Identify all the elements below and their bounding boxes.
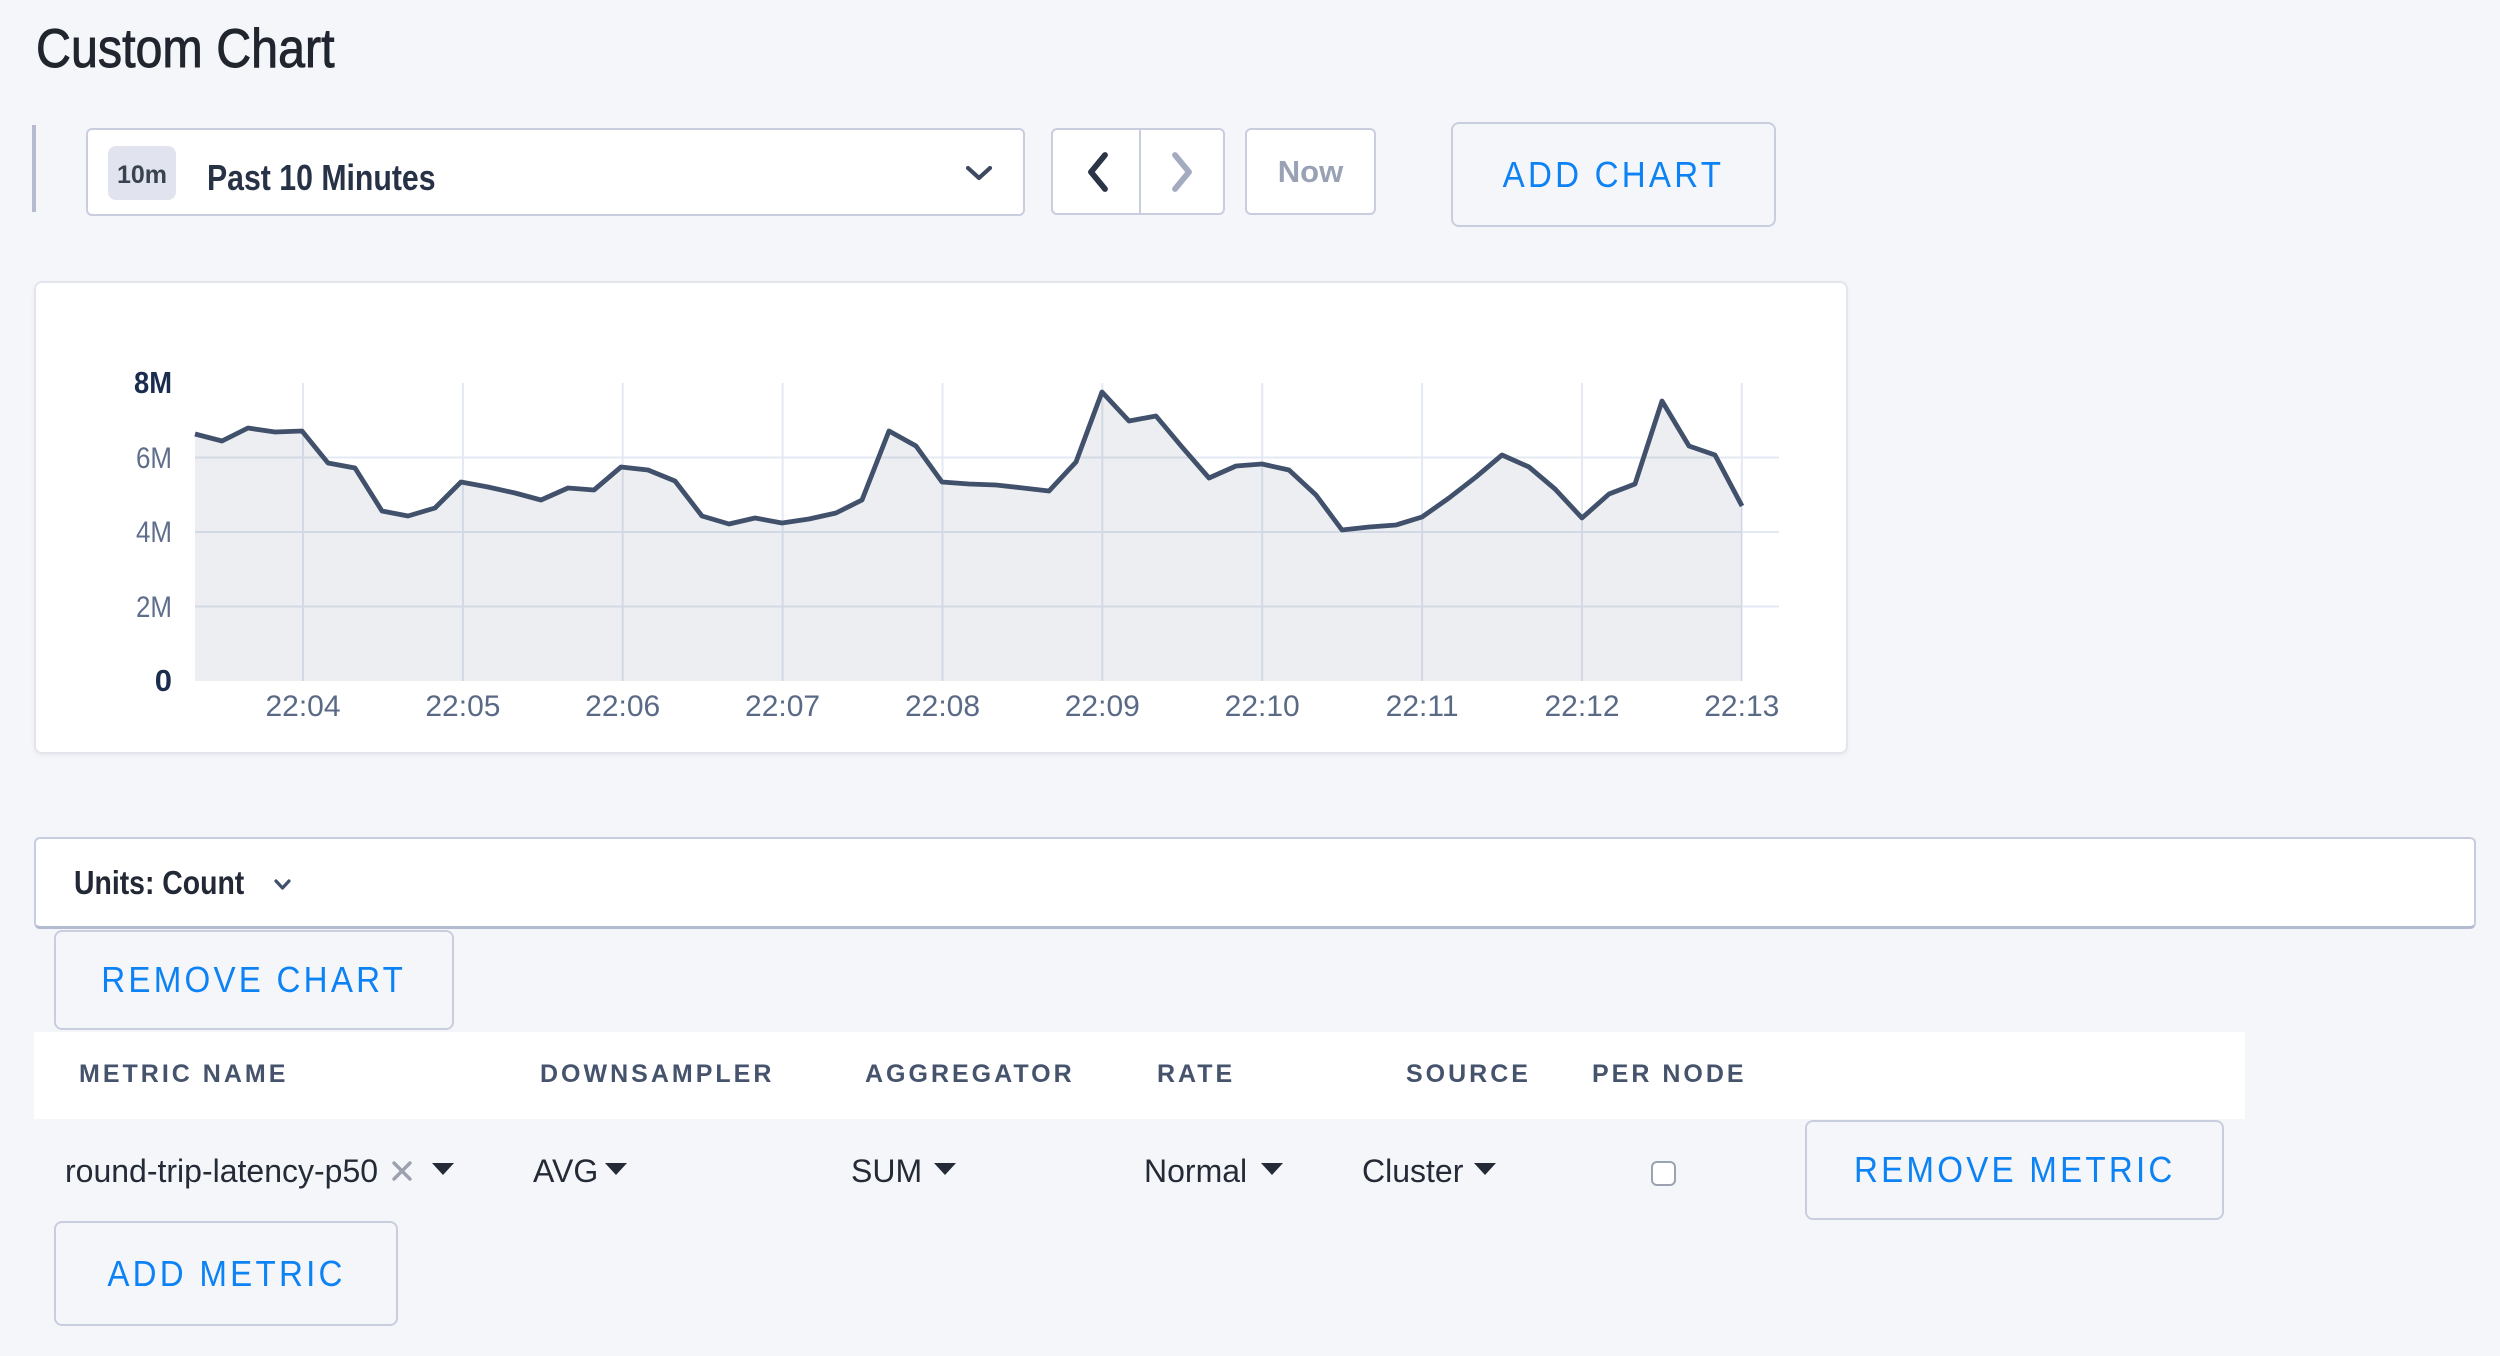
svg-text:2M: 2M [136, 591, 172, 624]
svg-text:22:09: 22:09 [1065, 690, 1140, 723]
svg-text:22:13: 22:13 [1704, 690, 1779, 723]
svg-text:0: 0 [155, 663, 172, 698]
svg-text:22:10: 22:10 [1225, 690, 1300, 723]
svg-text:4M: 4M [136, 516, 172, 549]
svg-text:22:11: 22:11 [1386, 690, 1459, 723]
svg-text:6M: 6M [136, 442, 172, 475]
svg-text:22:05: 22:05 [425, 690, 500, 723]
svg-text:8M: 8M [134, 365, 172, 400]
svg-text:22:08: 22:08 [905, 690, 980, 723]
svg-text:22:12: 22:12 [1544, 690, 1619, 723]
svg-text:22:06: 22:06 [585, 690, 660, 723]
svg-text:22:04: 22:04 [265, 690, 340, 723]
svg-text:22:07: 22:07 [745, 690, 820, 723]
